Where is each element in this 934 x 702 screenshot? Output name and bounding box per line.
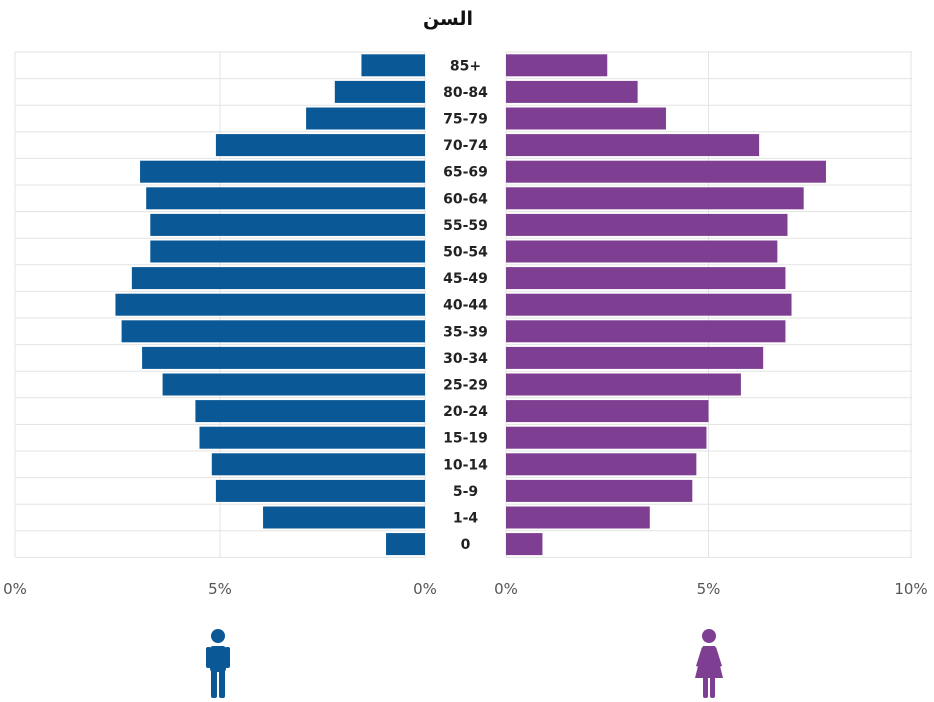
female-bar-1-4: [506, 506, 650, 529]
male-bar-65-69: [140, 160, 426, 183]
chart-title: السن: [423, 8, 473, 30]
male-bar-70-74: [215, 134, 425, 157]
female-bar-45-49: [506, 267, 786, 290]
female-bar-85+: [506, 54, 608, 77]
female-bar-80-84: [506, 80, 638, 103]
female-bar-60-64: [506, 187, 804, 210]
female-person-icon: [695, 629, 723, 698]
age-label: 85+: [450, 58, 481, 74]
male-bar-20-24: [195, 400, 425, 423]
age-label: 1-4: [453, 511, 479, 527]
male-bar-25-29: [162, 373, 425, 396]
right-tick-label: 10%: [894, 580, 927, 598]
male-bar-85+: [361, 54, 425, 77]
male-bar-50-54: [150, 240, 426, 263]
female-bar-40-44: [506, 293, 792, 316]
female-bar-10-14: [506, 453, 697, 476]
age-label: 80-84: [443, 85, 488, 101]
age-label: 45-49: [443, 271, 488, 287]
age-labels: 85+ 80-84 75-79 70-74 65-69 60-64 55-59 50-54 45…: [443, 58, 488, 553]
female-bars: [506, 54, 826, 556]
female-bar-65-69: [506, 160, 826, 183]
age-label: 20-24: [443, 404, 488, 420]
right-tick-label: 0%: [494, 580, 518, 598]
female-bar-0: [506, 533, 543, 556]
age-label: 5-9: [453, 484, 478, 500]
age-label: 65-69: [443, 165, 488, 181]
age-label: 15-19: [443, 431, 488, 447]
female-bar-20-24: [506, 400, 709, 423]
age-label: 60-64: [443, 191, 488, 207]
age-label: 30-34: [443, 351, 488, 367]
male-bar-30-34: [142, 346, 425, 369]
axis-ticks: 0% 5% 0% 0% 5% 10%: [3, 580, 928, 598]
age-label: 40-44: [443, 298, 488, 314]
right-tick-label: 5%: [697, 580, 721, 598]
female-bar-5-9: [506, 479, 693, 502]
female-bar-70-74: [506, 134, 760, 157]
left-tick-label: 5%: [208, 580, 232, 598]
female-bar-75-79: [506, 107, 666, 130]
age-label: 35-39: [443, 324, 488, 340]
male-bar-45-49: [131, 267, 425, 290]
female-bar-15-19: [506, 426, 707, 449]
age-label: 25-29: [443, 378, 488, 394]
female-bar-25-29: [506, 373, 741, 396]
female-bar-55-59: [506, 213, 788, 236]
male-bar-1-4: [263, 506, 425, 529]
left-tick-label: 0%: [3, 580, 27, 598]
age-label: 70-74: [443, 138, 488, 154]
male-bar-10-14: [211, 453, 425, 476]
age-label: 0: [461, 537, 471, 553]
age-label: 10-14: [443, 457, 488, 473]
male-bar-60-64: [146, 187, 425, 210]
male-bar-35-39: [121, 320, 425, 343]
male-bar-5-9: [215, 479, 425, 502]
male-bar-75-79: [306, 107, 425, 130]
grid-lines: [14, 51, 912, 558]
male-person-icon: [206, 629, 230, 698]
male-bar-15-19: [199, 426, 425, 449]
age-label: 75-79: [443, 112, 488, 128]
female-bar-30-34: [506, 346, 764, 369]
left-tick-label: 0%: [413, 580, 437, 598]
female-bar-35-39: [506, 320, 786, 343]
age-label: 55-59: [443, 218, 488, 234]
male-bar-0: [386, 533, 425, 556]
male-bar-55-59: [150, 213, 426, 236]
male-bars: [115, 54, 426, 556]
male-bar-80-84: [334, 80, 425, 103]
male-bar-40-44: [115, 293, 425, 316]
female-bar-50-54: [506, 240, 778, 263]
age-label: 50-54: [443, 245, 488, 261]
